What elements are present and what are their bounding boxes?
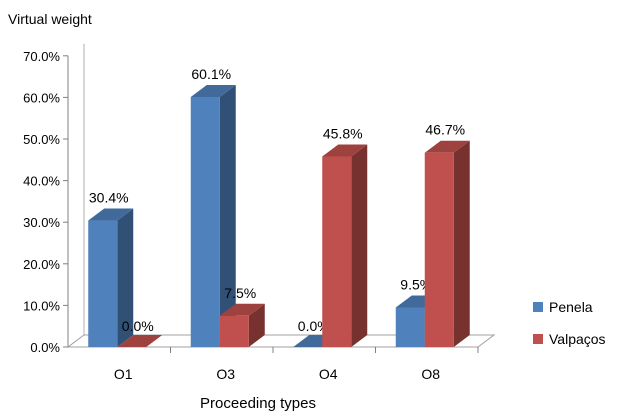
y-tick-label: 30.0% bbox=[23, 215, 60, 230]
bar-front bbox=[395, 307, 425, 347]
y-tick-label: 10.0% bbox=[23, 298, 60, 313]
bar-top bbox=[424, 140, 470, 153]
bar-penela-o3 bbox=[190, 84, 236, 347]
bar-top bbox=[88, 208, 134, 221]
legend-swatch bbox=[533, 334, 543, 344]
bar-front bbox=[88, 220, 118, 347]
data-label: 0.0% bbox=[122, 318, 154, 334]
x-tick-label: O3 bbox=[216, 366, 235, 382]
bar-valpaos-o3 bbox=[219, 303, 265, 347]
bar-top bbox=[117, 335, 163, 347]
bar-side bbox=[219, 84, 236, 347]
data-label: 60.1% bbox=[191, 66, 231, 82]
bar-front bbox=[219, 315, 249, 347]
y-tick-label: 20.0% bbox=[23, 257, 60, 272]
plot-area: 0.0% 10.0% 20.0% 30.0% 40.0% 50.0% 60.0% 70.0% O… bbox=[23, 43, 496, 382]
y-tick-label: 50.0% bbox=[23, 132, 60, 147]
data-label: 0.0% bbox=[298, 318, 330, 334]
bar-top bbox=[190, 84, 236, 97]
y-tick-label: 60.0% bbox=[23, 90, 60, 105]
legend-swatch bbox=[533, 302, 543, 312]
data-label: 7.5% bbox=[224, 285, 256, 301]
y-tick-label: 70.0% bbox=[23, 49, 60, 64]
bar-front bbox=[322, 156, 352, 347]
data-label: 30.4% bbox=[89, 190, 129, 206]
bar-valpaos-o1 bbox=[117, 335, 163, 347]
x-axis-title: Proceeding types bbox=[200, 395, 316, 412]
x-tick-label: O1 bbox=[114, 366, 133, 382]
bar-valpaos-o8 bbox=[424, 140, 470, 347]
x-tick-label: O8 bbox=[421, 366, 440, 382]
bar-top bbox=[219, 303, 265, 316]
bar-side bbox=[117, 208, 134, 347]
bar-side bbox=[248, 303, 265, 347]
legend: Penela Valpaços bbox=[533, 299, 606, 347]
data-label: 46.7% bbox=[425, 122, 465, 138]
bar-valpaos-o4 bbox=[322, 144, 368, 347]
bar-top bbox=[322, 144, 368, 157]
y-tick-label: 40.0% bbox=[23, 174, 60, 189]
bar-side bbox=[453, 140, 470, 347]
y-axis-title: Virtual weight bbox=[8, 11, 92, 27]
legend-label: Valpaços bbox=[549, 331, 606, 347]
bar-penela-o1 bbox=[88, 208, 134, 347]
data-label: 45.8% bbox=[323, 125, 363, 141]
data-label: 9.5% bbox=[400, 276, 432, 292]
legend-label: Penela bbox=[549, 299, 593, 315]
bar-front bbox=[424, 152, 454, 347]
y-tick-label: 0.0% bbox=[30, 340, 60, 355]
bar-side bbox=[351, 144, 368, 347]
x-tick-label: O4 bbox=[319, 366, 338, 382]
bar-front bbox=[190, 96, 220, 347]
